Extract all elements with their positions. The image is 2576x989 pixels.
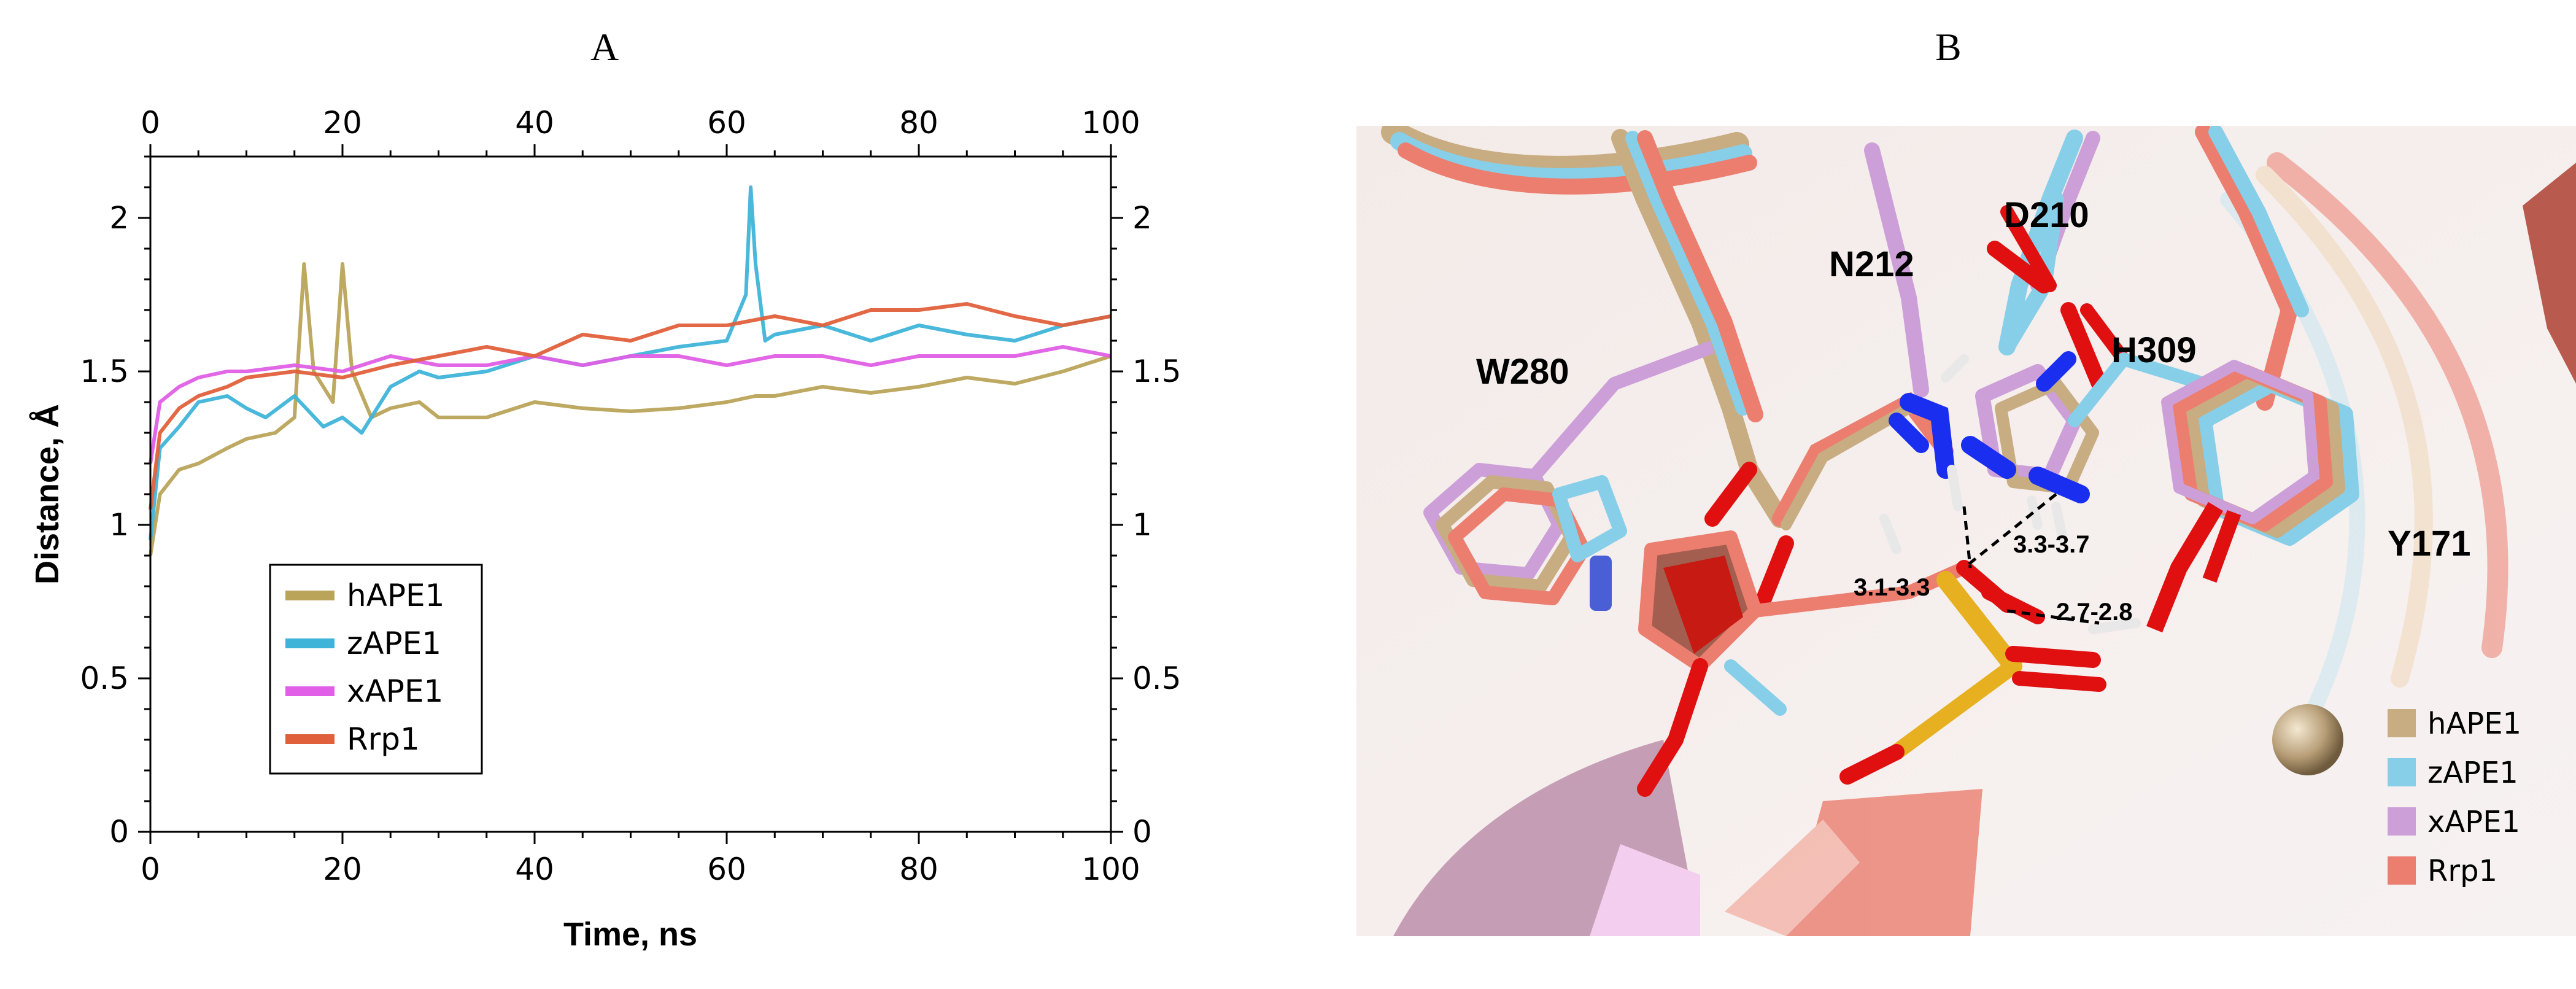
x-axis-title: Time, ns xyxy=(563,916,697,953)
w280-nitrogen xyxy=(1590,556,1612,611)
structure-legend-label: xAPE1 xyxy=(2427,805,2520,839)
residue-label: H309 xyxy=(2111,330,2197,370)
y-axis-title: Distance, Å xyxy=(29,404,66,584)
h309-sidechain xyxy=(1961,351,2210,542)
y171-sidechain xyxy=(2146,360,2359,633)
metal-ion-sphere xyxy=(2272,704,2343,775)
residue-label: D210 xyxy=(2004,195,2089,235)
phosphate-group xyxy=(1839,560,2106,785)
y-tick-label-right: 0.5 xyxy=(1132,661,1182,696)
residue-label: W280 xyxy=(1476,352,1569,392)
panel-b-label: B xyxy=(1935,25,1962,69)
y-tick-label-right: 2 xyxy=(1132,200,1152,236)
chart-legend: hAPE1 zAPE1 xAPE1 Rrp1 xyxy=(269,564,483,775)
distance-label: 3.3-3.7 xyxy=(2013,531,2090,558)
ribbon-bottom xyxy=(1393,740,1982,936)
x-tick-label-top: 60 xyxy=(707,105,746,141)
ribbon-helix-top xyxy=(1381,126,1757,195)
d210-sidechain xyxy=(1987,192,2130,392)
backbone-sticks xyxy=(1611,126,2309,528)
x-tick-label-top: 40 xyxy=(515,105,554,141)
residue-label: N212 xyxy=(1829,244,1914,284)
legend-label: hAPE1 xyxy=(347,578,444,613)
structure-legend-swatch xyxy=(2388,709,2416,737)
distance-label: 3.1-3.3 xyxy=(1854,574,1930,601)
x-tick-label-top: 0 xyxy=(141,105,160,141)
hydrogen-bond-lines xyxy=(1962,493,2100,625)
series-line-Rrp1 xyxy=(149,302,1112,510)
residue-labels: W280 N212 D210 H309 Y171 xyxy=(1476,195,2470,564)
x-tick-label-top: 100 xyxy=(1081,105,1140,141)
legend-label: zAPE1 xyxy=(347,626,441,661)
panel-a-label: A xyxy=(590,25,619,69)
y-tick-label-right: 1 xyxy=(1132,507,1152,543)
series-line-hAPE1 xyxy=(149,262,1112,556)
x-tick-label-bottom: 20 xyxy=(323,851,362,887)
legend-label: Rrp1 xyxy=(347,721,420,757)
legend-label: xAPE1 xyxy=(347,673,443,709)
ribbon-arrow xyxy=(2523,163,2576,384)
structure-legend-swatch xyxy=(2388,758,2416,786)
structure-legend-label: zAPE1 xyxy=(2427,756,2518,790)
structure-legend-swatch xyxy=(2388,807,2416,836)
y-tick-label-left: 1 xyxy=(109,507,129,543)
x-tick-label-bottom: 40 xyxy=(515,851,554,887)
structure-legend-swatch xyxy=(2388,856,2416,885)
y171-hydrogen xyxy=(2088,618,2141,634)
structure-legend: hAPE1 zAPE1 xAPE1 Rrp1 xyxy=(2388,707,2521,888)
distance-label: 2.7-2.8 xyxy=(2056,599,2133,626)
y-tick-label-right: 1.5 xyxy=(1132,354,1182,389)
distance-labels: 3.1-3.3 3.3-3.7 2.7-2.8 xyxy=(1854,531,2133,626)
x-tick-label-bottom: 80 xyxy=(899,851,938,887)
structure-panel: W280 N212 D210 H309 Y171 3.1-3.3 3.3-3.7 2.7-2… xyxy=(1356,126,2576,936)
x-tick-label-bottom: 0 xyxy=(141,851,160,887)
residue-label: Y171 xyxy=(2388,524,2470,564)
y-tick-label-left: 2 xyxy=(109,200,129,236)
y-tick-label-left: 0.5 xyxy=(80,661,129,696)
structure-legend-label: hAPE1 xyxy=(2427,707,2521,741)
y-tick-label-right: 0 xyxy=(1132,814,1152,850)
series-line-xAPE1 xyxy=(149,345,1112,464)
x-tick-label-top: 20 xyxy=(323,105,362,141)
x-tick-label-bottom: 60 xyxy=(707,851,746,887)
w280-sidechain xyxy=(1423,340,1715,605)
structure-legend-label: Rrp1 xyxy=(2427,854,2497,888)
y-tick-label-left: 0 xyxy=(109,814,129,850)
n212-sidechain xyxy=(1704,354,1969,613)
x-tick-label-top: 80 xyxy=(899,105,938,141)
series-layer xyxy=(149,185,1112,556)
x-tick-label-bottom: 100 xyxy=(1081,851,1140,887)
y-tick-label-left: 1.5 xyxy=(80,354,129,389)
